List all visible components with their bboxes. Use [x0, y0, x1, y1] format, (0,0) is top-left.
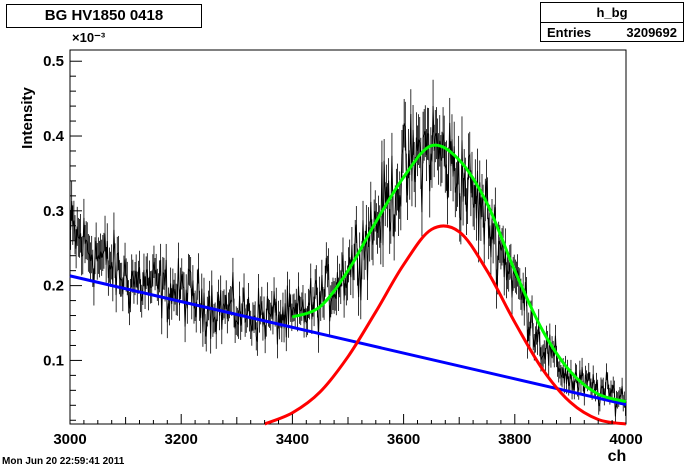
y-tick-label: 0.3	[43, 203, 64, 220]
timestamp: Mon Jun 20 22:59:41 2011	[2, 456, 125, 467]
x-axis-label: ch	[608, 448, 627, 465]
x-tick-label: 3800	[498, 431, 531, 448]
x-tick-label: 3000	[53, 431, 86, 448]
histogram-title: BG HV1850 0418	[6, 4, 202, 28]
stats-entries-value: 3209692	[626, 25, 677, 40]
histogram-data-line	[70, 105, 626, 417]
plot-frame	[69, 49, 627, 425]
stats-entries-row: Entries 3209692	[541, 23, 683, 42]
stats-entries-label: Entries	[547, 25, 592, 40]
stats-box: h_bg Entries 3209692	[540, 2, 684, 42]
stats-histogram-name: h_bg	[541, 3, 683, 23]
y-tick-label: 0.4	[43, 128, 65, 145]
fit-total-curve	[291, 143, 627, 404]
y-axis-exponent: ×10⁻³	[72, 30, 106, 45]
y-tick-label: 0.5	[43, 53, 64, 70]
x-tick-label: 3600	[387, 431, 420, 448]
x-tick-label: 3200	[165, 431, 198, 448]
y-axis-label: Intensity	[19, 87, 36, 149]
x-tick-label: 3400	[276, 431, 309, 448]
fit-background-curve	[69, 274, 627, 407]
fit-peak-curve	[264, 224, 627, 426]
y-tick-label: 0.2	[43, 278, 64, 295]
y-tick-label: 0.1	[43, 352, 64, 369]
x-tick-label: 4000	[609, 431, 642, 448]
